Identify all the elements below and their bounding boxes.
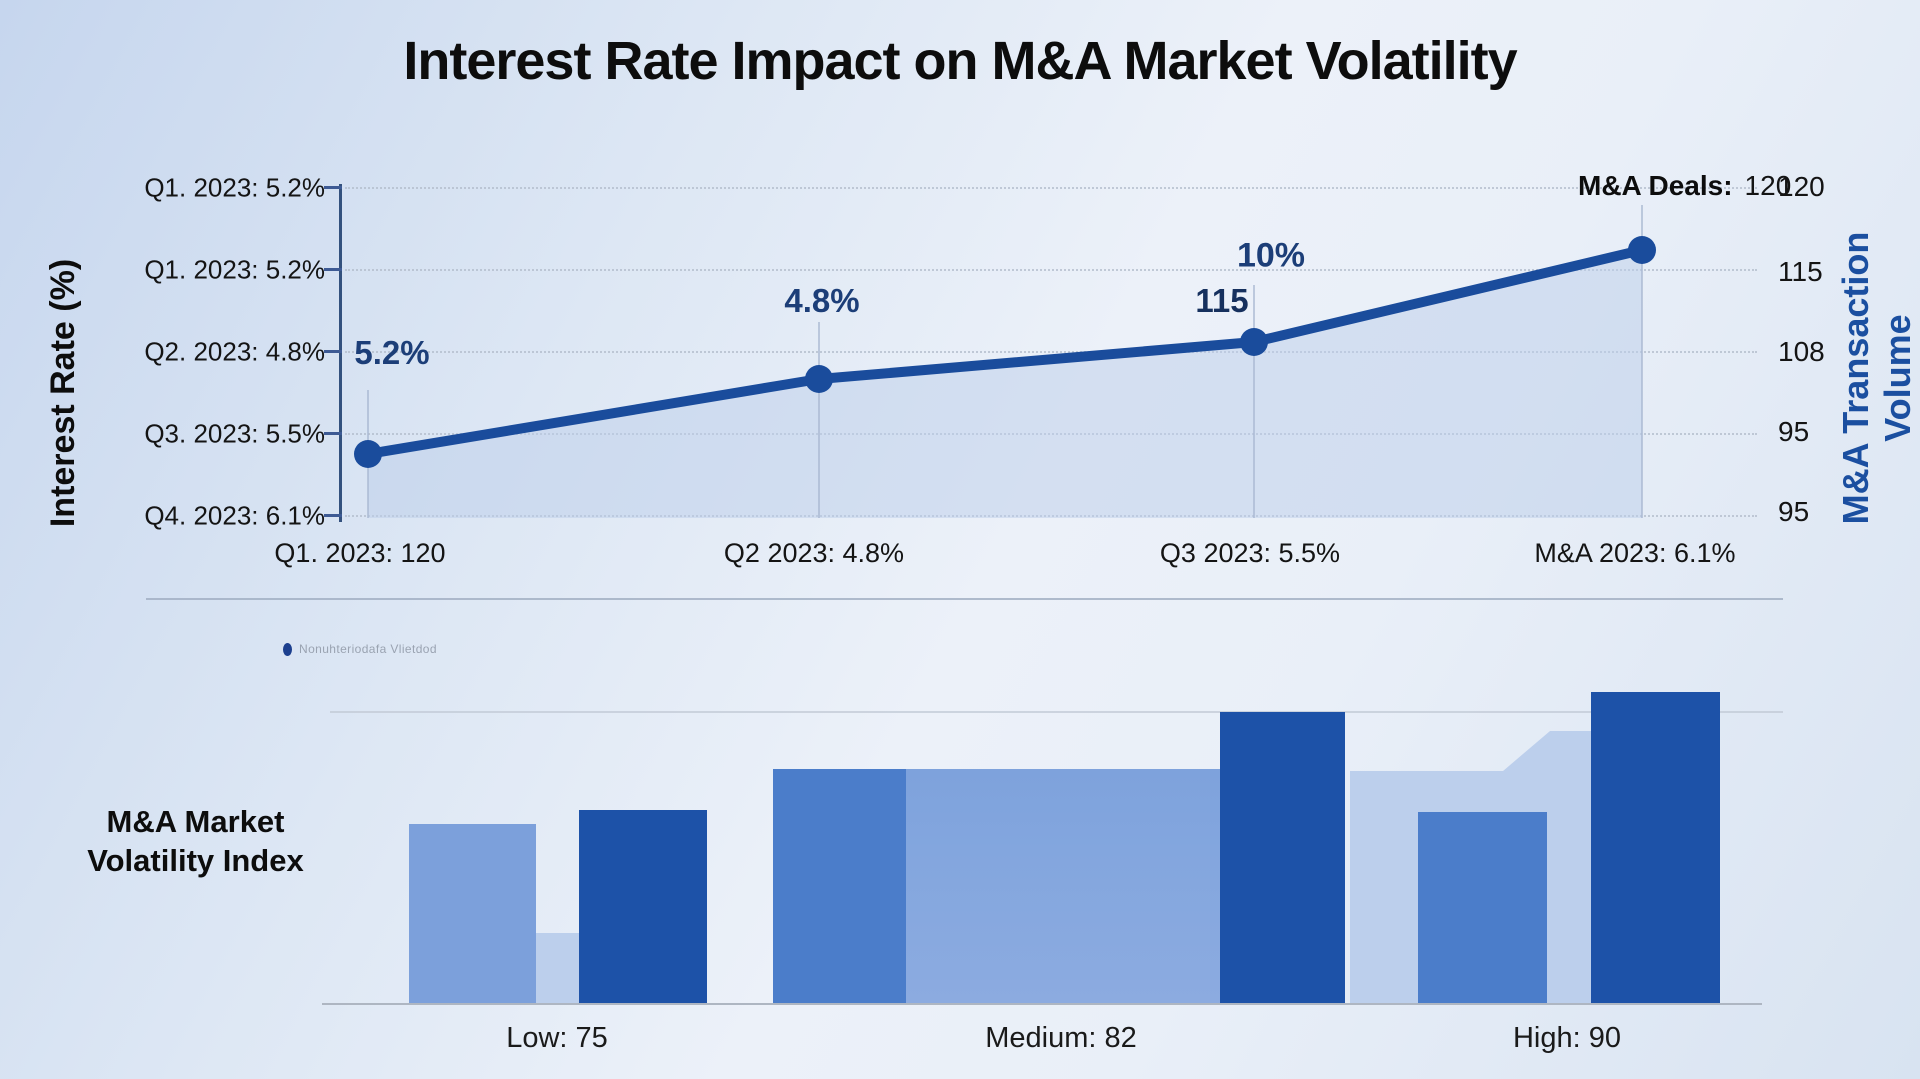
volatility-index-title-line2: Volatility Index — [87, 842, 304, 878]
deals-annotation: M&A Deals: 120 — [1578, 170, 1791, 202]
bar-high-dark — [1591, 692, 1720, 1003]
y-tick-mark — [324, 268, 342, 271]
interest-rate-line — [363, 245, 1647, 459]
bar-chart-top-gridline — [330, 711, 1783, 713]
bar-medium-dark — [1220, 712, 1345, 1003]
gridline-2 — [345, 269, 1757, 271]
bar-medium-solid — [773, 769, 906, 1003]
left-axis-tick-label: Q4. 2023: 6.1% — [144, 500, 325, 531]
deals-annotation-label: M&A Deals: — [1578, 170, 1733, 201]
x-axis-tick-label: M&A 2023: 6.1% — [1534, 538, 1736, 568]
page-title: Interest Rate Impact on M&A Market Volat… — [403, 31, 1517, 91]
right-axis-tick-label: 115 — [1778, 256, 1823, 287]
y-tick-mark — [324, 186, 342, 189]
bar-chart-baseline — [322, 1003, 1762, 1005]
y-tick-mark — [324, 432, 342, 435]
bar-medium-wide — [906, 769, 1220, 1003]
x-axis-tick-label: Q3 2023: 5.5% — [1159, 538, 1341, 568]
left-axis-tick-label: Q1. 2023: 5.2% — [144, 254, 325, 285]
right-axis-tick-label: 95 — [1778, 416, 1810, 447]
bar-category-label-medium: Medium: 82 — [985, 1022, 1137, 1054]
drop-lines — [367, 205, 1643, 518]
bar-low-dark — [579, 810, 707, 1003]
x-axis-tick-label: Q2 2023: 4.8% — [723, 538, 905, 568]
data-points — [354, 236, 1656, 468]
y-axis-line — [339, 184, 342, 522]
section-divider — [146, 598, 1783, 600]
point-label-q3-pct: 10% — [1236, 236, 1306, 275]
gridline-1 — [345, 187, 1757, 189]
bar-category-label-low: Low: 75 — [506, 1022, 608, 1054]
legend-label: Nonuhteriodafa Vlietdod — [299, 642, 437, 656]
right-axis-tick-label: 108 — [1778, 336, 1825, 367]
bar-low-light — [409, 824, 536, 1003]
point-label-q3-vol: 115 — [1195, 282, 1249, 319]
point-label-q2: 4.8% — [784, 282, 860, 319]
y-tick-mark — [324, 514, 342, 517]
right-axis-tick-label: 95 — [1778, 496, 1810, 527]
gridline-3 — [345, 351, 1757, 353]
x-axis-tick-label: Q1. 2023: 120 — [274, 538, 446, 568]
legend-dot-icon — [283, 642, 292, 656]
bar-high-medium — [1418, 812, 1547, 1003]
area-fill — [368, 250, 1642, 518]
volatility-index-title-line1: M&A Market — [106, 804, 285, 839]
left-axis-tick-label: Q2. 2023: 4.8% — [144, 336, 325, 367]
y-tick-mark — [324, 350, 342, 353]
right-axis-tick-label: 120 — [1778, 171, 1825, 202]
left-axis-tick-label: Q1. 2023: 5.2% — [144, 172, 325, 203]
deals-annotation-value: 120 — [1744, 170, 1792, 201]
point-label-q1: 5.2% — [354, 334, 430, 371]
left-axis-tick-label: Q3. 2023: 5.5% — [144, 418, 325, 449]
legend: Nonuhteriodafa Vlietdod — [283, 642, 437, 656]
volatility-index-title: M&A Market Volatility Index — [68, 803, 323, 881]
bar-category-label-high: High: 90 — [1512, 1022, 1621, 1054]
bar-low-pale — [536, 933, 582, 1003]
